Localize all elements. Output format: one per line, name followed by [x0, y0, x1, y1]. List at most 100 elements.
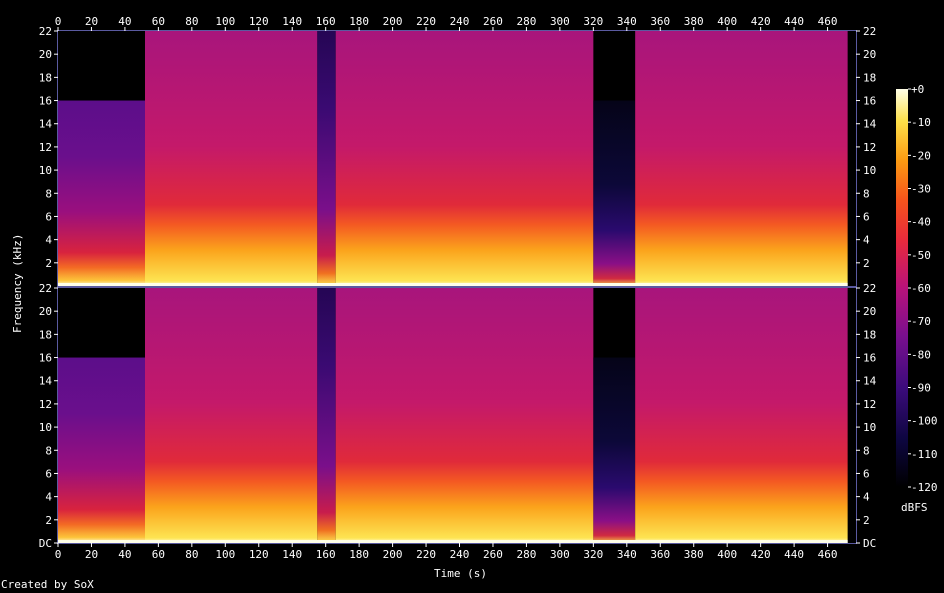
y-tick-left-label: 8	[45, 444, 52, 457]
x-tick-bottom-label: 200	[383, 548, 403, 561]
x-tick-top-label: 60	[152, 15, 165, 28]
x-tick-bottom-label: 240	[450, 548, 470, 561]
colorbar-tick-label: +0	[911, 83, 924, 96]
x-tick-top-label: 240	[450, 15, 470, 28]
colorbar-tick-label: -100	[911, 415, 938, 428]
colorbar-tick-label: -40	[911, 216, 931, 229]
y-tick-right-label: 12	[863, 398, 876, 411]
y-tick-right-label: 18	[863, 71, 876, 84]
colorbar-tick-label: -120	[911, 481, 938, 494]
x-tick-bottom-label: 100	[215, 548, 235, 561]
y-tick-right-label: DC	[863, 537, 876, 550]
y-tick-left-label: 16	[39, 352, 52, 365]
x-tick-top-label: 440	[784, 15, 804, 28]
x-tick-top-label: 160	[316, 15, 336, 28]
x-tick-top-label: 80	[185, 15, 198, 28]
y-tick-left-label: 20	[39, 305, 52, 318]
colorbar-tick-label: -110	[911, 448, 938, 461]
x-tick-top-label: 180	[349, 15, 369, 28]
x-tick-top-label: 420	[751, 15, 771, 28]
segment-2-4	[335, 288, 594, 543]
y-tick-right-label: 14	[863, 118, 877, 131]
x-tick-top-label: 460	[818, 15, 838, 28]
y-tick-right-label: 12	[863, 141, 876, 154]
y-tick-right-label: 16	[863, 95, 876, 108]
x-tick-bottom-label: 440	[784, 548, 804, 561]
x-tick-top-label: 200	[383, 15, 403, 28]
y-tick-left-label: 2	[45, 257, 52, 270]
y-tick-right-label: 10	[863, 421, 876, 434]
y-tick-right-label: 2	[863, 514, 870, 527]
x-tick-bottom-label: 260	[483, 548, 503, 561]
y-tick-right-label: 18	[863, 328, 876, 341]
channel-2-plot	[57, 287, 857, 544]
colorbar-tick-label: -80	[911, 348, 931, 361]
x-tick-bottom-label: 80	[185, 548, 198, 561]
x-tick-top-label: 360	[650, 15, 670, 28]
x-tick-bottom-label: 20	[85, 548, 98, 561]
x-tick-bottom-label: 300	[550, 548, 570, 561]
x-tick-top-label: 300	[550, 15, 570, 28]
colorbar-tick-label: -90	[911, 382, 931, 395]
y-tick-right-label: 20	[863, 48, 876, 61]
colorbar-tick-label: -30	[911, 183, 931, 196]
y-tick-left-label: 16	[39, 95, 52, 108]
y-tick-right-label: 10	[863, 164, 876, 177]
colorbar-gradient	[896, 89, 908, 487]
y-tick-left-label: 6	[45, 467, 52, 480]
x-tick-bottom-label: 160	[316, 548, 336, 561]
segment-2-5	[593, 357, 636, 543]
y-tick-right-label: 20	[863, 305, 876, 318]
x-tick-bottom-label: 280	[516, 548, 536, 561]
y-tick-right-label: 6	[863, 467, 870, 480]
y-tick-left-label: 22	[39, 25, 52, 38]
x-tick-top-label: 400	[717, 15, 737, 28]
x-tick-bottom-label: 360	[650, 548, 670, 561]
x-tick-bottom-label: 420	[751, 548, 771, 561]
x-tick-top-label: 220	[416, 15, 436, 28]
y-tick-right-label: 22	[863, 25, 876, 38]
y-tick-left-label: 22	[39, 282, 52, 295]
segment-1-1	[58, 100, 145, 286]
y-tick-left-label: DC	[39, 537, 52, 550]
colorbar-tick-label: -20	[911, 149, 931, 162]
segment-2-6	[635, 288, 848, 543]
x-tick-top-label: 340	[617, 15, 637, 28]
y-tick-right-label: 16	[863, 352, 876, 365]
colorbar: +0 -10 -20 -30 -40 -50 -60 -70 -80 -90 -100 -110 -12…	[896, 83, 938, 514]
y-tick-right-label: 4	[863, 234, 870, 247]
colorbar-tick-label: -10	[911, 116, 931, 129]
y-tick-right-label: 22	[863, 282, 876, 295]
colorbar-tick-label: -60	[911, 282, 931, 295]
colorbar-unit: dBFS	[901, 501, 928, 514]
y-tick-left-label: 20	[39, 48, 52, 61]
x-tick-bottom-label: 40	[118, 548, 131, 561]
x-tick-top-label: 120	[249, 15, 269, 28]
x-axis-label: Time (s)	[434, 567, 487, 580]
y-axis-label: Frequency (kHz)	[11, 234, 24, 333]
segment-1-5	[593, 100, 636, 286]
x-tick-top-label: 280	[516, 15, 536, 28]
y-tick-right-label: 4	[863, 491, 870, 504]
y-tick-right-label: 14	[863, 375, 877, 388]
y-tick-left-label: 14	[39, 375, 53, 388]
x-tick-bottom-label: 120	[249, 548, 269, 561]
x-tick-top-label: 260	[483, 15, 503, 28]
x-tick-bottom-label: 320	[583, 548, 603, 561]
y-tick-left-label: 18	[39, 328, 52, 341]
x-tick-bottom-label: 220	[416, 548, 436, 561]
x-tick-bottom-label: 0	[55, 548, 62, 561]
credit-text: Created by SoX	[1, 578, 94, 591]
spectrogram-plots	[57, 30, 857, 544]
x-tick-bottom-label: 180	[349, 548, 369, 561]
y-tick-right-label: 2	[863, 257, 870, 270]
channel-1-plot	[57, 30, 857, 287]
segment-1-6	[635, 31, 848, 286]
x-tick-top-label: 40	[118, 15, 131, 28]
y-tick-left-label: 8	[45, 187, 52, 200]
segment-1-4	[335, 31, 594, 286]
segment-2-1	[58, 357, 145, 543]
x-tick-bottom-label: 460	[818, 548, 838, 561]
x-tick-top-label: 320	[583, 15, 603, 28]
